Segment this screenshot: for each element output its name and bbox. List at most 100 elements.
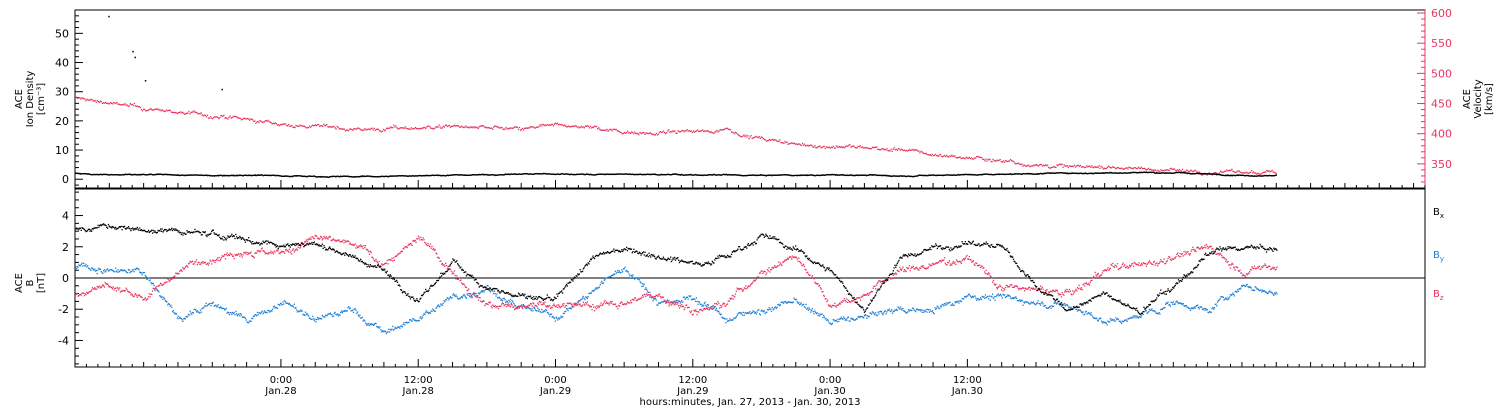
velocity-series-point — [189, 113, 191, 115]
density-series-point — [388, 175, 390, 177]
velocity-series-point — [862, 147, 864, 149]
density-series-point — [241, 174, 243, 177]
bz-series-point — [317, 237, 319, 239]
bz-series-point — [88, 291, 90, 293]
velocity-series-point — [152, 109, 154, 111]
velocity-series-point — [710, 130, 712, 133]
by-series-point — [632, 274, 634, 276]
bz-series-point — [205, 263, 207, 265]
density-series-point — [461, 174, 463, 176]
density-series-point — [834, 174, 837, 176]
velocity-series-point — [330, 126, 332, 128]
by-series-point — [791, 302, 794, 304]
bz-series-point — [211, 263, 213, 265]
density-series-point — [1121, 172, 1124, 174]
by-series-point — [290, 305, 292, 307]
velocity-series-point — [1135, 167, 1137, 170]
bz-series-point — [430, 247, 432, 249]
by-series-point — [513, 302, 515, 305]
density-series-point — [162, 173, 165, 176]
by-series-point — [717, 311, 719, 313]
density-series-point — [1106, 172, 1108, 174]
velocity-series-point — [326, 123, 328, 126]
density-series-point — [184, 174, 186, 176]
by-series-point — [1106, 324, 1108, 326]
density-series-point — [944, 174, 946, 176]
density-series-point — [1223, 174, 1225, 177]
density-series-point — [243, 174, 245, 177]
density-series-point — [1121, 172, 1123, 174]
velocity-series-point — [631, 131, 633, 133]
by-series-point — [927, 309, 930, 311]
by-series-point — [923, 310, 926, 312]
by-series-point — [1023, 301, 1025, 303]
velocity-series-point — [1241, 172, 1243, 174]
velocity-series-point — [1224, 170, 1226, 172]
velocity-series-point — [380, 131, 383, 133]
density-series-point — [731, 174, 734, 176]
velocity-series-point — [1059, 163, 1061, 165]
by-series-point — [1005, 296, 1007, 298]
density-series-point — [149, 173, 151, 175]
by-series-point — [1008, 295, 1010, 297]
density-series-point — [452, 174, 454, 176]
density-series-point — [118, 174, 120, 176]
density-series-point — [226, 174, 228, 177]
by-series-point — [902, 307, 904, 310]
bz-series-point — [139, 294, 141, 296]
velocity-series-point — [749, 136, 751, 138]
velocity-series-point — [626, 130, 629, 132]
density-series-point — [166, 174, 168, 176]
velocity-series-point — [805, 145, 807, 147]
by-series-point — [1207, 311, 1209, 313]
by-series-point — [848, 320, 850, 322]
density-series-point — [1263, 175, 1265, 177]
by-series-point — [521, 306, 524, 308]
velocity-series-point — [145, 110, 147, 112]
by-series-point — [714, 306, 716, 308]
velocity-series-point — [866, 147, 869, 149]
by-series-point — [630, 274, 633, 277]
density-series-point — [683, 174, 686, 176]
by-series-point — [935, 308, 937, 311]
velocity-series-point — [550, 123, 552, 126]
density-series-point — [333, 175, 335, 178]
bz-series-point — [75, 293, 77, 296]
by-series-point — [208, 303, 210, 305]
by-series-point — [115, 270, 118, 272]
density-series-point — [585, 173, 587, 175]
density-series-point — [477, 174, 480, 176]
density-series-point — [601, 173, 603, 175]
velocity-series-point — [592, 126, 595, 129]
density-series-point — [336, 175, 338, 177]
by-series-point — [706, 305, 708, 308]
density-series-point — [1132, 171, 1135, 174]
density-series-point — [1065, 172, 1067, 174]
by-series-point — [116, 271, 118, 273]
density-series-point — [974, 174, 977, 176]
velocity-series-point — [496, 126, 498, 128]
density-series-point — [76, 172, 78, 174]
density-series-point — [924, 174, 926, 177]
density-series-point — [368, 175, 371, 177]
velocity-series-point — [359, 128, 361, 130]
by-series-point — [804, 307, 806, 309]
by-series-point — [885, 313, 887, 315]
by-series-point — [477, 292, 480, 294]
velocity-series-point — [1052, 166, 1054, 168]
by-series-point — [368, 322, 370, 325]
by-series-point — [932, 312, 934, 314]
density-series-point — [542, 173, 544, 175]
density-series — [75, 171, 1277, 178]
velocity-series-point — [1165, 169, 1167, 171]
density-series-point — [546, 173, 548, 175]
density-series-point — [158, 173, 160, 175]
velocity-series-point — [593, 125, 596, 127]
velocity-series-point — [398, 128, 400, 130]
density-series-point — [133, 173, 135, 176]
velocity-series-point — [329, 126, 331, 128]
by-series-point — [117, 269, 119, 271]
by-series-point — [910, 309, 912, 311]
velocity-series-point — [913, 149, 915, 152]
by-series-point — [763, 310, 765, 312]
